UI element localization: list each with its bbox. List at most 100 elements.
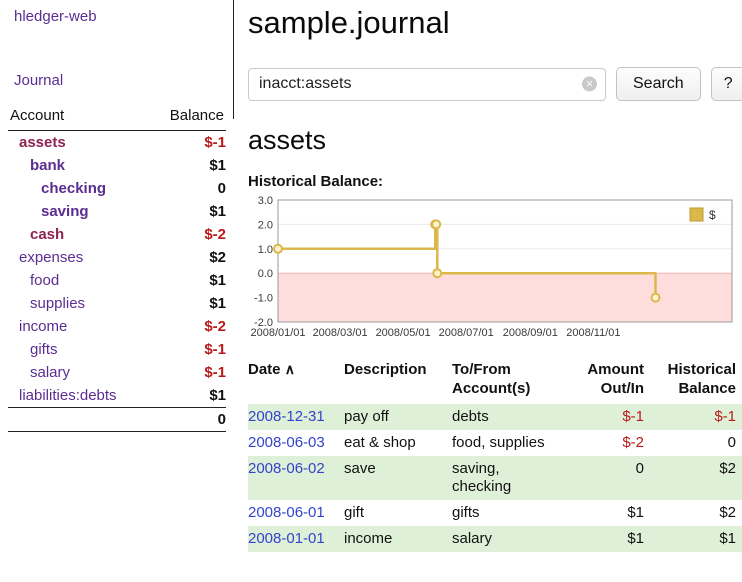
transaction-description: save bbox=[344, 456, 452, 500]
sidebar-item-journal[interactable]: Journal bbox=[14, 72, 64, 89]
transaction-row: 2008-06-01 gift gifts $1 $2 bbox=[248, 500, 742, 526]
svg-text:3.0: 3.0 bbox=[258, 195, 273, 207]
register-header-accounts: To/From Account(s) bbox=[452, 361, 531, 397]
transaction-date-link[interactable]: 2008-06-01 bbox=[248, 504, 325, 521]
svg-text:$: $ bbox=[709, 208, 716, 222]
register-header-amount: Amount Out/In bbox=[587, 361, 644, 397]
transaction-accounts: food, supplies bbox=[452, 434, 545, 451]
transaction-row: 2008-06-03 eat & shop food, supplies $-2… bbox=[248, 430, 742, 456]
account-link-liabilities-debts[interactable]: liabilities:debts bbox=[19, 387, 117, 404]
search-box: × bbox=[248, 67, 606, 101]
balance-column-header: Balance bbox=[149, 103, 226, 131]
account-balance: $-2 bbox=[204, 318, 226, 335]
sidebar-divider bbox=[233, 0, 234, 119]
chart-title: Historical Balance: bbox=[248, 173, 384, 190]
transaction-date-link[interactable]: 2008-06-02 bbox=[248, 460, 325, 477]
account-row: checking 0 bbox=[8, 177, 226, 200]
transaction-accounts: gifts bbox=[452, 504, 480, 521]
svg-text:-1.0: -1.0 bbox=[254, 293, 273, 305]
account-row: income $-2 bbox=[8, 315, 226, 338]
transaction-row: 2008-06-02 save saving, checking 0 $2 bbox=[248, 456, 742, 500]
account-link-salary[interactable]: salary bbox=[30, 364, 71, 381]
svg-text:2008/05/01: 2008/05/01 bbox=[376, 327, 431, 339]
svg-text:0.0: 0.0 bbox=[258, 268, 273, 280]
transaction-row: 2008-01-01 income salary $1 $1 bbox=[248, 526, 742, 552]
account-row: assets $-1 bbox=[8, 131, 226, 155]
total-row: 0 bbox=[8, 407, 226, 432]
account-balance: $1 bbox=[209, 272, 226, 289]
account-balance: $-1 bbox=[204, 134, 226, 151]
transaction-description: eat & shop bbox=[344, 434, 416, 451]
sort-ascending-icon: ∧ bbox=[284, 361, 295, 377]
svg-text:-2.0: -2.0 bbox=[254, 317, 273, 329]
transaction-balance: $1 bbox=[650, 526, 742, 552]
transaction-accounts: saving, checking bbox=[452, 456, 582, 500]
account-row: supplies $1 bbox=[8, 292, 226, 315]
account-link-gifts[interactable]: gifts bbox=[30, 341, 58, 358]
svg-text:2008/07/01: 2008/07/01 bbox=[439, 327, 494, 339]
help-button[interactable]: ? bbox=[710, 67, 742, 101]
account-balance: 0 bbox=[217, 180, 226, 197]
date-header-label: Date bbox=[248, 361, 281, 378]
app-title-link[interactable]: hledger-web bbox=[14, 8, 97, 25]
register-header-row: Date ∧ Description To/From Account(s) Am… bbox=[248, 358, 742, 404]
clear-search-icon[interactable]: × bbox=[582, 76, 597, 92]
account-column-header: Account bbox=[8, 103, 150, 131]
account-balance: $1 bbox=[209, 295, 226, 312]
transaction-amount: $1 bbox=[582, 526, 650, 552]
svg-text:2008/11/01: 2008/11/01 bbox=[566, 327, 620, 339]
account-row: salary $-1 bbox=[8, 361, 226, 384]
account-link-assets[interactable]: assets bbox=[19, 134, 66, 151]
account-row: bank $1 bbox=[8, 154, 226, 177]
account-link-cash[interactable]: cash bbox=[30, 226, 65, 243]
transaction-balance: 0 bbox=[727, 434, 736, 451]
transaction-date-link[interactable]: 2008-06-03 bbox=[248, 434, 325, 451]
account-link-checking[interactable]: checking bbox=[41, 180, 107, 197]
account-row: liabilities:debts $1 bbox=[8, 384, 226, 408]
accounts-balance-table: Account Balance assets $-1 bank $1 check… bbox=[8, 103, 226, 432]
account-link-bank[interactable]: bank bbox=[30, 157, 66, 174]
account-balance: $1 bbox=[209, 157, 226, 174]
account-link-expenses[interactable]: expenses bbox=[19, 249, 84, 266]
svg-text:2008/03/01: 2008/03/01 bbox=[313, 327, 368, 339]
transaction-amount: $1 bbox=[627, 504, 644, 521]
transaction-date-link[interactable]: 2008-12-31 bbox=[248, 408, 325, 425]
account-row: expenses $2 bbox=[8, 246, 226, 269]
register-header-balance: Historical Balance bbox=[667, 361, 736, 397]
transaction-balance: $2 bbox=[650, 456, 742, 500]
page-title: sample.journal bbox=[248, 5, 450, 40]
accounts-table-header: Account Balance bbox=[8, 103, 226, 131]
transaction-balance: $-1 bbox=[650, 404, 742, 430]
transaction-amount: $-2 bbox=[622, 434, 644, 451]
transaction-description: income bbox=[344, 526, 452, 552]
account-balance: $1 bbox=[209, 203, 226, 220]
search-bar: × Search ? bbox=[248, 67, 742, 101]
account-link-food[interactable]: food bbox=[30, 272, 60, 289]
register-header-date[interactable]: Date ∧ bbox=[248, 358, 344, 404]
transaction-row: 2008-12-31 pay off debts $-1 $-1 bbox=[248, 404, 742, 430]
search-input[interactable] bbox=[248, 67, 606, 101]
search-button[interactable]: Search bbox=[616, 67, 701, 101]
transaction-description: gift bbox=[344, 504, 365, 521]
transaction-date-link[interactable]: 2008-01-01 bbox=[248, 530, 325, 547]
account-row: cash $-2 bbox=[8, 223, 226, 246]
total-balance: 0 bbox=[149, 407, 226, 432]
register-header-description: Description bbox=[344, 361, 427, 378]
transaction-accounts: debts bbox=[452, 404, 582, 430]
svg-text:2.0: 2.0 bbox=[258, 219, 273, 231]
transaction-accounts: salary bbox=[452, 526, 582, 552]
account-balance: $1 bbox=[209, 387, 226, 404]
account-heading: assets bbox=[248, 125, 327, 155]
account-row: gifts $-1 bbox=[8, 338, 226, 361]
account-link-saving[interactable]: saving bbox=[41, 203, 89, 220]
account-balance: $-1 bbox=[204, 364, 226, 381]
svg-text:2008/09/01: 2008/09/01 bbox=[503, 327, 558, 339]
account-link-income[interactable]: income bbox=[19, 318, 68, 335]
account-link-supplies[interactable]: supplies bbox=[30, 295, 86, 312]
main-content: sample.journal × Search ? assets Histori… bbox=[248, 0, 742, 552]
transaction-amount: 0 bbox=[582, 456, 650, 500]
transaction-amount: $-1 bbox=[582, 404, 650, 430]
account-row: food $1 bbox=[8, 269, 226, 292]
account-balance: $-2 bbox=[204, 226, 226, 243]
account-row: saving $1 bbox=[8, 200, 226, 223]
